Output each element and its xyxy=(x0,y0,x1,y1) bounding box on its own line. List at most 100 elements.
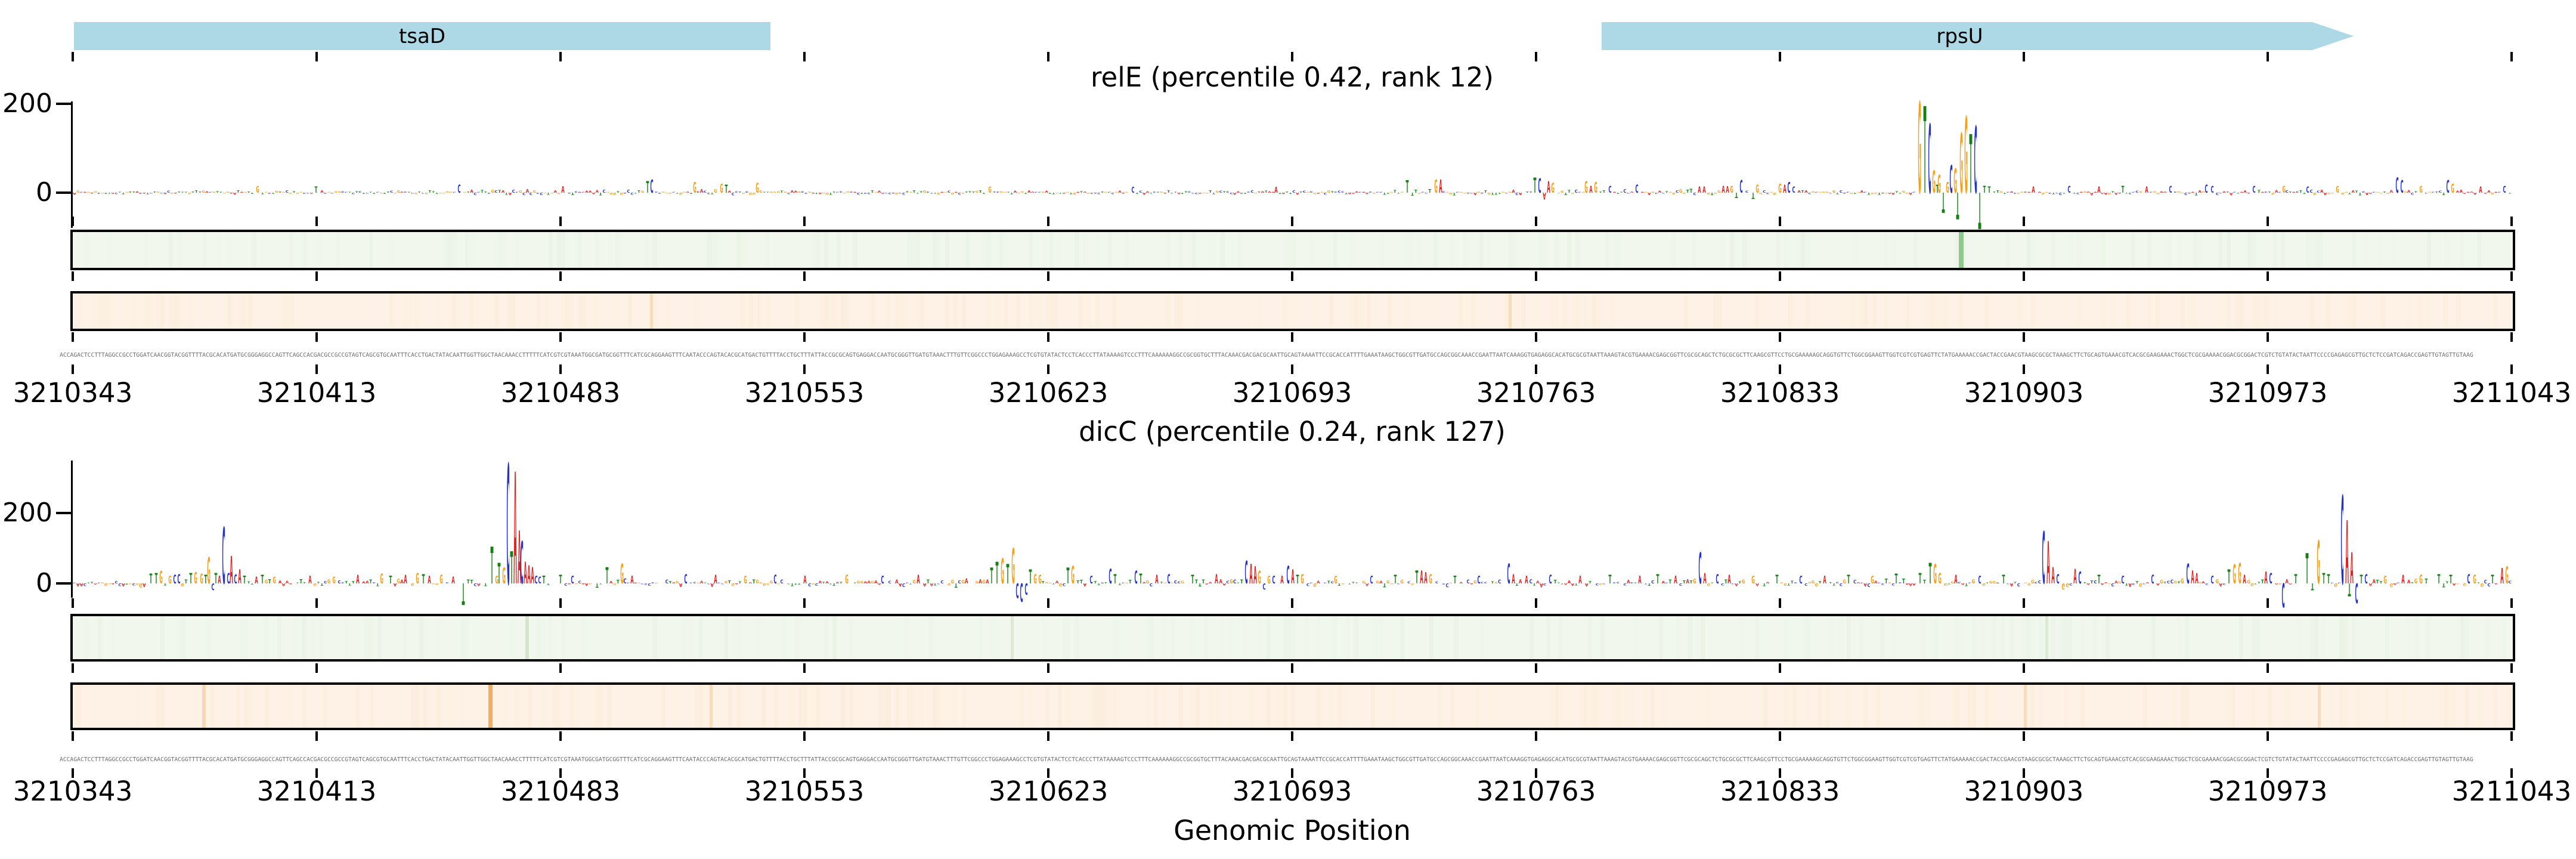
logo-letter-T: T xyxy=(389,574,392,586)
heatmap-texture-stripe xyxy=(1079,293,1083,329)
logo-letter-G: G xyxy=(1181,580,1184,585)
axis-tick-mark xyxy=(2267,768,2269,778)
logo-letter-A: A xyxy=(1209,582,1213,584)
logo-letter-T: T xyxy=(2261,579,2264,585)
logo-letter-T: T xyxy=(510,543,513,595)
logo-letter-G: G xyxy=(912,580,916,585)
logo-letter-G: G xyxy=(1971,579,1975,585)
logo-letter-G: G xyxy=(2250,583,2254,587)
logo-letter-T: T xyxy=(839,582,843,584)
logo-letter-C: C xyxy=(630,192,634,195)
logo-letter-G: G xyxy=(1400,191,1404,193)
axis-tick-mark xyxy=(1779,598,1781,608)
logo-letter-C: C xyxy=(940,579,944,584)
logo-letter-G: G xyxy=(2327,192,2330,195)
logo-letter-G: G xyxy=(1581,191,1585,193)
logo-letter-C: C xyxy=(693,582,696,584)
logo-letter-T: T xyxy=(1484,190,1487,193)
logo-letter-G: G xyxy=(282,191,286,193)
heatmap-texture-stripe xyxy=(1100,685,1104,728)
logo-letter-G: G xyxy=(1714,192,1717,193)
axis-tick-mark xyxy=(315,332,318,342)
logo-letter-A: A xyxy=(1686,579,1689,585)
axis-tick-mark xyxy=(1047,271,1049,281)
logo-letter-C: C xyxy=(1369,191,1373,193)
heatmap-texture-stripe xyxy=(799,685,803,728)
logo-letter-A: A xyxy=(1519,192,1522,196)
logo-letter-C: C xyxy=(2296,190,2299,193)
logo-letter-C: C xyxy=(512,189,515,194)
logo-letter-G: G xyxy=(756,181,759,196)
logo-letter-A: A xyxy=(2324,192,2327,196)
logo-letter-C: C xyxy=(1538,175,1541,197)
heatmap-texture-stripe xyxy=(423,685,428,728)
axis-tick-mark xyxy=(1291,768,1293,778)
logo-letter-A: A xyxy=(1888,192,1892,193)
heatmap-texture-stripe xyxy=(2218,232,2222,268)
logo-letter-A: A xyxy=(1366,582,1369,586)
logo-letter-T: T xyxy=(1094,580,1097,584)
logo-letter-T: T xyxy=(1491,581,1494,585)
logo-letter-G: G xyxy=(207,551,210,593)
logo-letter-T: T xyxy=(637,190,641,193)
x-tick-label: 3210693 xyxy=(1232,775,1352,807)
logo-letter-C: C xyxy=(2058,192,2062,196)
logo-letter-C: C xyxy=(745,191,749,193)
logo-letter-A: A xyxy=(230,193,233,194)
dna-sequence-row-1: ACCAGACTCCTTTAGGCCGCCTGGATCAACGGTACGGTTT… xyxy=(60,352,2473,359)
logo-letter-C: C xyxy=(1219,190,1222,193)
axis-tick-mark xyxy=(559,598,562,608)
logo-letter-A: A xyxy=(1118,190,1122,193)
logo-letter-A: A xyxy=(233,192,237,195)
logo-letter-A: A xyxy=(1961,583,1965,585)
logo-letter-T: T xyxy=(2002,573,2005,586)
axis-tick-mark xyxy=(1291,598,1293,608)
logo-letter-T: T xyxy=(2083,582,2086,584)
logo-letter-C: C xyxy=(884,193,888,194)
logo-letter-G: G xyxy=(289,192,292,194)
logo-letter-A: A xyxy=(2243,190,2247,193)
logo-letter-C: C xyxy=(881,574,884,586)
logo-letter-C: C xyxy=(2024,191,2027,193)
logo-letter-C: C xyxy=(707,192,710,194)
heatmap-texture-stripe xyxy=(1509,232,1513,268)
axis-tick-mark xyxy=(2267,663,2269,673)
logo-letter-G: G xyxy=(2383,574,2387,586)
logo-letter-G: G xyxy=(2027,583,2031,586)
heatmap-texture-stripe xyxy=(2068,616,2072,659)
logo-letter-A: A xyxy=(630,574,634,586)
logo-letter-G: G xyxy=(1171,583,1174,584)
axis-tick-mark xyxy=(2023,663,2025,673)
heatmap-texture-stripe xyxy=(2318,232,2323,268)
logo-letter-T: T xyxy=(118,191,122,193)
logo-letter-G: G xyxy=(1682,192,1686,194)
logo-letter-T: T xyxy=(2177,581,2181,585)
logo-letter-T: T xyxy=(617,190,621,193)
heatmap-texture-stripe xyxy=(895,293,899,329)
heatmap-texture-stripe xyxy=(244,685,248,728)
logo-letter-T: T xyxy=(2111,190,2115,193)
logo-letter-C: C xyxy=(627,583,630,584)
logo-letter-G: G xyxy=(1390,583,1394,585)
axis-tick-mark xyxy=(1535,52,1537,61)
logo-letter-C: C xyxy=(2397,583,2400,584)
logo-letter-T: T xyxy=(2163,582,2167,584)
relE-y-tick-label: 200 xyxy=(2,88,52,119)
logo-letter-G: G xyxy=(1202,192,1205,193)
logo-letter-T: T xyxy=(1059,192,1063,193)
heatmap-texture-stripe xyxy=(628,293,632,329)
heatmap-stripe xyxy=(2045,616,2048,659)
axis-tick-mark xyxy=(1047,52,1049,61)
logo-letter-A: A xyxy=(1146,190,1150,193)
axis-tick-mark xyxy=(1047,598,1049,608)
logo-letter-T: T xyxy=(972,191,976,193)
logo-letter-A: A xyxy=(527,561,531,590)
logo-letter-C: C xyxy=(1435,581,1439,585)
heatmap-texture-stripe xyxy=(240,293,244,329)
logo-letter-C: C xyxy=(1867,582,1871,587)
logo-letter-A: A xyxy=(356,573,360,586)
logo-letter-A: A xyxy=(2401,573,2405,586)
logo-letter-G: G xyxy=(950,580,954,585)
axis-tick-mark xyxy=(72,598,74,608)
logo-letter-C: C xyxy=(234,572,237,586)
